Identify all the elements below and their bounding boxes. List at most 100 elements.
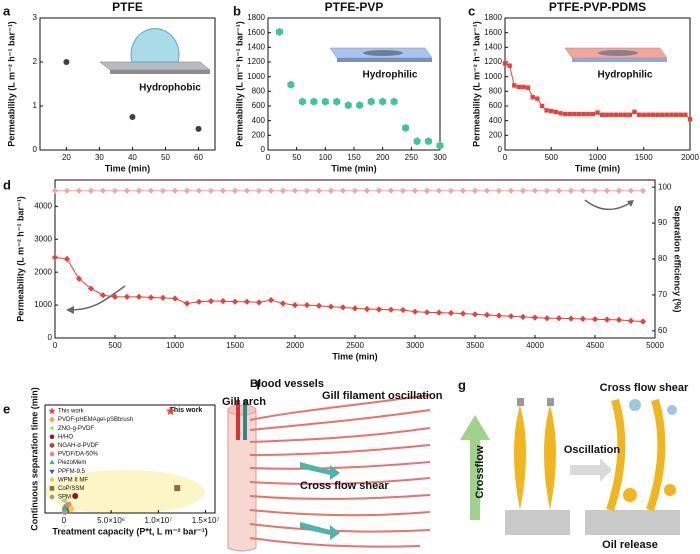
- plot-frame: [504, 17, 691, 151]
- marker: [591, 187, 599, 194]
- marker: [435, 187, 443, 194]
- marker: [51, 254, 59, 261]
- y-tick-label: 1000: [247, 72, 265, 81]
- marker: [231, 298, 239, 305]
- marker: [310, 97, 318, 106]
- marker: [435, 309, 443, 316]
- y2-tick-label: 70: [658, 290, 667, 299]
- marker: [99, 292, 107, 299]
- x-tick-label: 50: [161, 153, 170, 162]
- marker: [49, 425, 54, 431]
- marker: [207, 187, 215, 194]
- chart-title: PTFE-PVP: [325, 0, 384, 14]
- marker: [171, 295, 179, 302]
- marker: [579, 187, 587, 194]
- y-tick-label: 400: [252, 116, 266, 125]
- y-tick-label: 1400: [484, 42, 502, 51]
- marker: [351, 187, 359, 194]
- marker: [411, 308, 419, 315]
- marker: [195, 125, 202, 132]
- marker: [483, 187, 491, 194]
- x-tick-label: 0: [53, 341, 58, 350]
- legend-label: This work: [58, 409, 85, 415]
- marker: [618, 112, 623, 117]
- marker: [387, 187, 395, 194]
- y-tick-label: 1000: [484, 72, 502, 81]
- marker: [516, 84, 522, 90]
- inset-hydrophilic: [564, 47, 668, 62]
- marker: [147, 187, 155, 194]
- marker: [135, 293, 143, 300]
- marker: [447, 309, 455, 317]
- y-tick-label: 600: [252, 101, 266, 110]
- marker: [219, 187, 227, 194]
- marker: [49, 459, 55, 465]
- diagram-label: Cross flow shear: [300, 480, 389, 492]
- marker: [521, 84, 526, 90]
- marker: [367, 97, 375, 106]
- marker: [603, 316, 611, 323]
- marker: [609, 112, 614, 117]
- marker: [267, 187, 275, 194]
- legend-label: PVDF-pHEMAgel-pSBbrush: [58, 417, 133, 423]
- marker: [171, 187, 179, 194]
- plot-frame: [44, 404, 216, 514]
- marker: [650, 112, 656, 117]
- marker: [519, 187, 527, 194]
- panel-label: a: [3, 3, 11, 18]
- plot-frame: [39, 17, 216, 151]
- y-tick-label: 4000: [34, 201, 52, 210]
- arrow-head: [66, 306, 74, 314]
- marker: [99, 187, 107, 194]
- marker: [166, 406, 176, 416]
- marker: [402, 124, 410, 132]
- marker: [531, 314, 539, 321]
- marker: [639, 187, 647, 194]
- marker: [572, 111, 577, 117]
- marker: [425, 137, 432, 146]
- marker: [351, 305, 359, 312]
- marker: [646, 112, 651, 117]
- marker: [339, 187, 347, 194]
- arrow-head: [627, 200, 634, 207]
- marker: [279, 187, 287, 194]
- marker: [159, 294, 167, 301]
- x-tick-label: 2500: [346, 341, 364, 350]
- annotation: Hydrophilic: [362, 70, 417, 81]
- x-tick-label: 1500: [635, 153, 653, 162]
- x-tick-label: 1500: [226, 341, 244, 350]
- marker: [555, 315, 563, 322]
- marker: [603, 187, 611, 194]
- diagram-label: Gill arch: [222, 396, 266, 408]
- marker: [660, 112, 665, 117]
- marker: [595, 110, 600, 115]
- legend-label: H/HO: [58, 434, 73, 440]
- marker: [411, 187, 419, 194]
- marker: [436, 141, 444, 150]
- marker: [129, 114, 136, 120]
- marker: [291, 187, 299, 194]
- marker: [632, 109, 637, 115]
- marker: [87, 187, 95, 194]
- chart-title: PTFE-PVP-PDMS: [549, 0, 646, 14]
- marker: [615, 187, 623, 194]
- y-tick-label: 2000: [34, 267, 52, 276]
- marker: [111, 187, 119, 194]
- marker: [147, 294, 155, 301]
- panel-label: d: [3, 177, 11, 192]
- y2-tick-label: 100: [658, 182, 672, 191]
- marker: [363, 187, 371, 194]
- marker: [641, 112, 646, 117]
- marker: [562, 111, 568, 117]
- panel-label: e: [3, 401, 10, 416]
- marker: [535, 96, 540, 101]
- marker: [615, 316, 623, 323]
- x-tick-label: 30: [95, 153, 104, 162]
- marker: [555, 187, 563, 194]
- series-line: [54, 256, 644, 323]
- marker: [51, 187, 59, 194]
- marker: [48, 407, 56, 414]
- marker: [279, 300, 287, 307]
- marker: [68, 505, 75, 512]
